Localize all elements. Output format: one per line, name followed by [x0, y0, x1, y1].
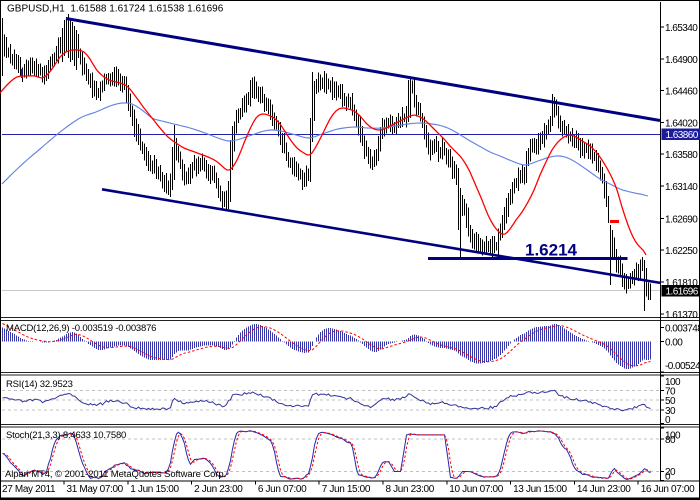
svg-text:RSI(14) 32.9523: RSI(14) 32.9523: [6, 379, 73, 390]
svg-text:27 May 2011: 27 May 2011: [2, 484, 56, 495]
svg-text:1.61696: 1.61696: [666, 286, 699, 297]
svg-text:31 May 07:00: 31 May 07:00: [67, 484, 124, 495]
svg-text:8 Jun 23:00: 8 Jun 23:00: [386, 484, 435, 495]
svg-text:1.64460: 1.64460: [665, 87, 698, 98]
svg-text:Stoch(21,3,3) 8.4633 10.7580: Stoch(21,3,3) 8.4633 10.7580: [6, 430, 126, 441]
svg-text:0.003748: 0.003748: [665, 323, 700, 334]
svg-text:1.61370: 1.61370: [665, 310, 698, 321]
svg-text:1.63580: 1.63580: [665, 150, 698, 161]
svg-text:2 Jun 23:00: 2 Jun 23:00: [194, 484, 243, 495]
svg-text:0: 0: [665, 415, 671, 426]
svg-text:1 Jun 15:00: 1 Jun 15:00: [130, 484, 179, 495]
svg-text:7 Jun 15:00: 7 Jun 15:00: [322, 484, 371, 495]
svg-text:GBPUSD,H1 1.61588 1.61724 1.6: GBPUSD,H1 1.61588 1.61724 1.61538 1.6169…: [7, 4, 224, 15]
svg-text:100: 100: [665, 377, 681, 388]
svg-text:10 Jun 07:00: 10 Jun 07:00: [449, 484, 503, 495]
svg-text:1.64900: 1.64900: [665, 55, 698, 66]
svg-text:14 Jun 23:00: 14 Jun 23:00: [577, 484, 631, 495]
svg-text:100: 100: [665, 430, 681, 441]
svg-text:13 Jun 15:00: 13 Jun 15:00: [513, 484, 567, 495]
svg-text:50: 50: [665, 396, 676, 407]
svg-text:0.00: 0.00: [665, 338, 683, 349]
svg-text:1.62690: 1.62690: [665, 214, 698, 225]
svg-text:1.63140: 1.63140: [665, 182, 698, 193]
svg-text:80: 80: [665, 435, 676, 446]
svg-text:16 Jun 07:00: 16 Jun 07:00: [641, 484, 695, 495]
svg-text:20: 20: [665, 467, 676, 478]
svg-text:1.6214: 1.6214: [525, 241, 578, 260]
svg-text:Alpari MT4, © 2001-2011 MetaQu: Alpari MT4, © 2001-2011 MetaQuotes Softw…: [5, 469, 226, 480]
svg-text:6 Jun 07:00: 6 Jun 07:00: [258, 484, 307, 495]
svg-text:1.61810: 1.61810: [665, 278, 698, 289]
svg-text:1.63860: 1.63860: [666, 130, 699, 141]
svg-text:30: 30: [665, 406, 676, 417]
svg-text:MACD(12,26,9) -0.003519 -0.003: MACD(12,26,9) -0.003519 -0.003876: [6, 323, 156, 334]
svg-text:70: 70: [665, 387, 676, 398]
svg-text:1.65340: 1.65340: [665, 23, 698, 34]
svg-text:1.64020: 1.64020: [665, 118, 698, 129]
svg-text:1.62250: 1.62250: [665, 246, 698, 257]
svg-text:-0.00524: -0.00524: [665, 361, 700, 372]
svg-text:0: 0: [665, 472, 671, 483]
